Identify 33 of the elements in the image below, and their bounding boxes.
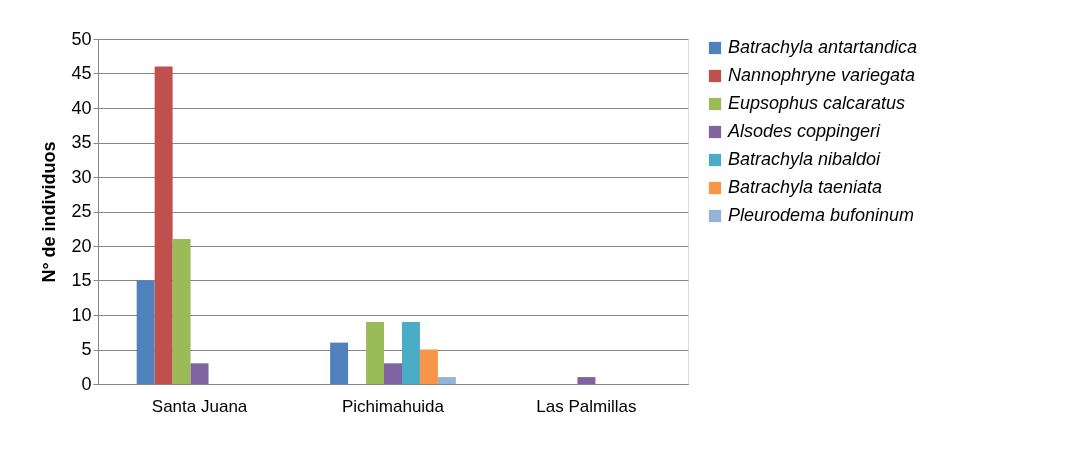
bar	[136, 280, 155, 384]
y-tick-label: 45	[71, 63, 92, 83]
y-axis-title: N° de individuos	[39, 141, 60, 283]
y-tick-label: 30	[71, 166, 92, 187]
y-tick-label: 25	[71, 201, 92, 221]
y-tick-label: 0	[81, 373, 92, 394]
y-tick-label: 50	[71, 28, 92, 49]
y-tick-label: 15	[71, 270, 92, 290]
legend-label: Nannophryne variegata	[728, 65, 916, 85]
x-tick-label: Pichimahuida	[341, 396, 445, 416]
y-tick-label: 35	[71, 132, 92, 152]
bar	[190, 363, 209, 384]
bar	[366, 321, 385, 384]
legend-label: Eupsophus calcaratus	[728, 93, 906, 113]
bar	[172, 239, 191, 384]
legend-label: Batrachyla antartandica	[728, 37, 918, 57]
legend-label: Batrachyla taeniata	[728, 177, 883, 197]
bar	[419, 349, 438, 384]
x-tick-label: Santa Juana	[151, 396, 248, 416]
bar	[154, 66, 173, 384]
y-tick-label: 40	[71, 97, 92, 118]
y-tick-label: 20	[71, 235, 92, 256]
bar	[330, 342, 349, 384]
y-tick-label: 10	[71, 304, 92, 325]
legend-label: Batrachyla nibaldoi	[728, 149, 882, 169]
legend-label: Alsodes coppingeri	[727, 121, 882, 141]
bar	[384, 363, 402, 384]
bar	[437, 377, 456, 384]
bar	[577, 377, 596, 384]
legend-label: Pleurodema bufoninum	[728, 205, 915, 225]
y-tick-label: 5	[81, 339, 92, 359]
x-tick-label: Las Palmillas	[536, 396, 637, 416]
bar	[401, 321, 420, 384]
